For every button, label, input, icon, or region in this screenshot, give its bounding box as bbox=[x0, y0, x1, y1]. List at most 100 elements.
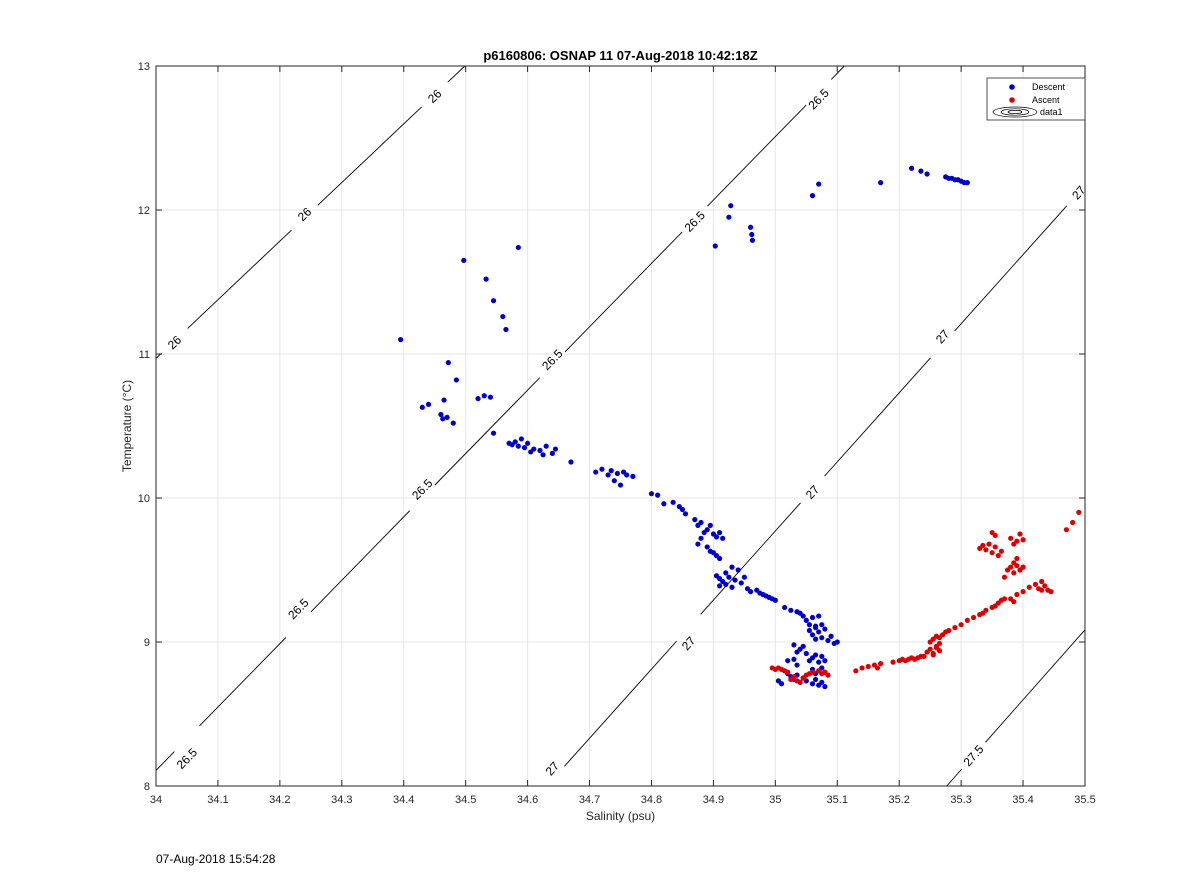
descent-point-47 bbox=[661, 501, 667, 507]
descent-point-25 bbox=[521, 445, 528, 451]
descent-point-113 bbox=[791, 642, 797, 648]
contour-line-26-2 bbox=[317, 106, 422, 206]
contour-icon bbox=[992, 106, 1038, 118]
ascent-point-45 bbox=[946, 627, 952, 634]
x-axis-label: Salinity (psu) bbox=[586, 809, 655, 823]
descent-point-141 bbox=[775, 678, 782, 684]
x-tick-label-13: 35.3 bbox=[950, 794, 971, 806]
descent-point-75 bbox=[732, 577, 738, 583]
descent-point-98 bbox=[809, 614, 816, 621]
descent-point-166 bbox=[964, 180, 970, 186]
descent-point-135 bbox=[809, 681, 816, 687]
ascent-point-17 bbox=[825, 672, 831, 678]
ascent-point-79 bbox=[1014, 555, 1020, 562]
ascent-point-87 bbox=[992, 544, 998, 550]
descent-point-31 bbox=[543, 443, 549, 449]
descent-point-28 bbox=[531, 446, 537, 452]
descent-point-46 bbox=[655, 492, 661, 498]
ascent-point-18 bbox=[853, 668, 859, 674]
y-tick-label-1: 9 bbox=[144, 637, 150, 649]
legend: Descent Ascent data1 bbox=[986, 77, 1086, 121]
descent-point-59 bbox=[713, 534, 720, 540]
descent-point-124 bbox=[816, 659, 822, 665]
contour-line-26.5-4 bbox=[564, 231, 683, 353]
ascent-point-66 bbox=[1032, 581, 1039, 588]
x-tick-label-15: 35.5 bbox=[1074, 794, 1095, 806]
ascent-point-22 bbox=[874, 665, 881, 671]
ascent-point-55 bbox=[983, 607, 989, 613]
ascent-point-62 bbox=[1011, 599, 1017, 605]
ascent-point-24 bbox=[890, 659, 896, 665]
ascent-point-13 bbox=[809, 669, 816, 675]
ascent-point-69 bbox=[1042, 583, 1048, 589]
ascent-point-65 bbox=[1026, 584, 1032, 590]
descent-point-63 bbox=[698, 535, 704, 541]
ascent-point-19 bbox=[859, 665, 865, 671]
ascent-point-33 bbox=[921, 653, 927, 660]
descent-point-147 bbox=[712, 243, 718, 249]
ascent-point-86 bbox=[989, 550, 995, 556]
ascent-point-80 bbox=[1020, 564, 1026, 570]
descent-point-136 bbox=[812, 676, 819, 683]
descent-point-150 bbox=[747, 224, 754, 230]
contour-line-26.5-6 bbox=[830, 65, 845, 80]
descent-point-32 bbox=[549, 450, 555, 456]
descent-point-79 bbox=[716, 583, 723, 589]
ascent-point-91 bbox=[992, 532, 998, 539]
descent-point-62 bbox=[695, 541, 701, 547]
descent-point-117 bbox=[803, 650, 809, 657]
descent-point-52 bbox=[692, 517, 698, 523]
descent-point-106 bbox=[822, 626, 828, 632]
descent-point-17 bbox=[481, 393, 487, 399]
descent-point-78 bbox=[741, 574, 747, 580]
descent-point-11 bbox=[440, 416, 446, 422]
ascent-point-75 bbox=[1008, 564, 1014, 570]
x-tick-label-11: 35.1 bbox=[827, 794, 848, 806]
descent-point-54 bbox=[698, 519, 704, 526]
descent-point-74 bbox=[729, 564, 735, 570]
descent-point-112 bbox=[819, 622, 825, 628]
ascent-point-68 bbox=[1039, 578, 1045, 585]
y-tick-label-2: 10 bbox=[138, 493, 150, 505]
y-tick-label-0: 8 bbox=[144, 781, 150, 793]
descent-point-12 bbox=[444, 414, 450, 420]
descent-point-158 bbox=[924, 171, 930, 177]
ascent-point-50 bbox=[958, 622, 964, 628]
descent-point-10 bbox=[441, 397, 447, 403]
descent-point-26 bbox=[525, 440, 531, 446]
descent-point-1 bbox=[461, 257, 467, 263]
contour-line-26.5-2 bbox=[310, 510, 411, 613]
x-tick-label-3: 34.3 bbox=[331, 794, 352, 806]
descent-point-139 bbox=[822, 684, 828, 690]
contour-line-27-2 bbox=[824, 357, 931, 477]
x-tick-label-5: 34.5 bbox=[455, 794, 476, 806]
x-tick-label-10: 35 bbox=[769, 794, 781, 806]
descent-point-6 bbox=[515, 244, 521, 251]
legend-box bbox=[986, 77, 1086, 121]
contour-line-26-1 bbox=[187, 229, 292, 329]
ascent-point-96 bbox=[1020, 537, 1026, 543]
descent-point-104 bbox=[816, 629, 822, 635]
ascent-point-95 bbox=[1017, 531, 1023, 537]
descent-point-45 bbox=[648, 491, 655, 497]
descent-point-5 bbox=[503, 326, 509, 333]
descent-point-15 bbox=[453, 377, 459, 383]
descent-point-96 bbox=[803, 617, 809, 624]
x-tick-label-4: 34.4 bbox=[393, 794, 414, 806]
descent-point-92 bbox=[788, 607, 794, 613]
descent-point-116 bbox=[800, 643, 806, 649]
descent-point-110 bbox=[834, 639, 840, 645]
contour-line-26.5-5 bbox=[707, 104, 807, 207]
ascent-point-23 bbox=[878, 661, 884, 667]
ascent-point-88 bbox=[995, 553, 1001, 559]
descent-point-16 bbox=[475, 396, 481, 402]
descent-point-80 bbox=[723, 581, 729, 588]
descent-point-44 bbox=[630, 473, 636, 479]
contour-line-26.5-0 bbox=[155, 751, 175, 771]
ascent-point-83 bbox=[980, 542, 986, 549]
descent-point-9 bbox=[438, 411, 444, 418]
ascent-point-49 bbox=[952, 625, 958, 631]
ascent-point-81 bbox=[1011, 570, 1017, 576]
descent-point-123 bbox=[812, 652, 819, 658]
y-tick-label-3: 11 bbox=[139, 349, 150, 361]
